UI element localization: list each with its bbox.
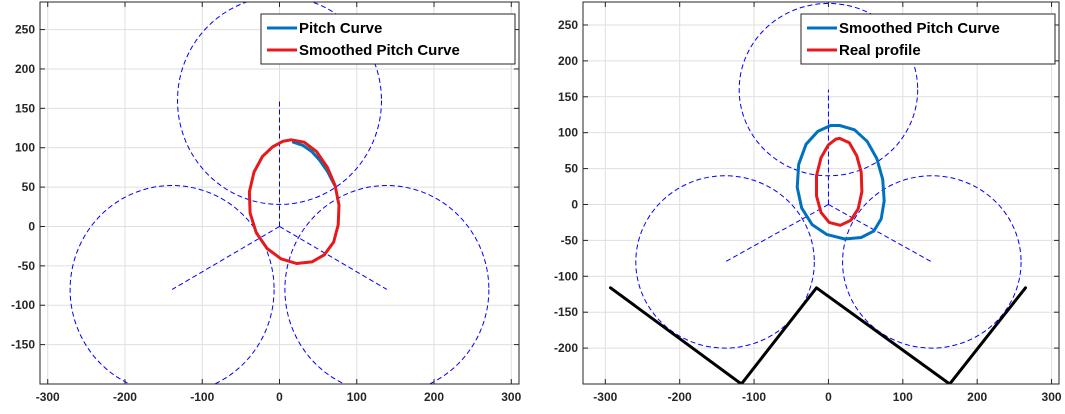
legend-box [800,13,1056,65]
x-tick-label: 0 [276,390,283,404]
dashed-reference-spoke [171,226,280,290]
y-tick-label: 0 [28,219,35,233]
legend: Pitch Curve Smoothed Pitch Curve [260,13,516,65]
axes-box [582,1,1060,385]
y-tick-label: 150 [15,101,35,115]
x-tick-label: 300 [1042,390,1062,404]
dashed-reference-circle [284,185,490,384]
x-tick-label: 100 [347,390,367,404]
y-tick-label: -150 [554,305,578,319]
legend-label-pitch-curve: Pitch Curve [299,20,382,37]
x-tick-label: -200 [113,390,137,404]
y-tick-label: 200 [558,54,578,68]
dashed-reference-spoke [724,204,829,263]
y-tick-label: 0 [571,197,578,211]
y-tick-label: 100 [558,126,578,140]
dashed-reference-circle [635,175,815,349]
x-tick-label: -200 [668,390,692,404]
right-plot-panel: -300 -200 -100 0 100 200 300 -200 -150 -100 -50 0 50… [554,1,1062,404]
x-tick-label: 0 [825,390,832,404]
y-tick-label: -200 [554,341,578,355]
y-tick-label: 250 [15,23,35,37]
dashed-reference-circle [842,175,1022,349]
legend: Smoothed Pitch Curve Real profile [800,13,1056,65]
dashed-reference-circle [177,2,382,205]
y-tick-label: 100 [15,141,35,155]
y-tick-label: 150 [558,90,578,104]
y-tick-label: -50 [561,233,579,247]
y-tick-label: -150 [11,338,35,352]
x-tick-label: 200 [424,390,444,404]
real-profile-line [815,136,864,227]
legend-box [260,13,516,65]
x-tick-label: 300 [501,390,521,404]
left-plot-panel: -300 -200 -100 0 100 200 300 -150 -100 -50 0 50 100 1… [11,1,522,404]
y-tick-label: -50 [18,259,36,273]
y-tick-label: -100 [554,269,578,283]
y-tick-label: 200 [15,62,35,76]
y-tick-label: 50 [22,180,36,194]
plot-area [583,2,1059,384]
smoothed-pitch-curve-line [795,124,886,241]
dashed-reference-circle [69,185,275,384]
black-profile-line [609,286,1027,384]
x-tick-label: -300 [36,390,60,404]
plot-content [69,2,490,384]
y-tick-label: -100 [11,298,35,312]
x-tick-label: 100 [893,390,913,404]
x-tick-label: 200 [967,390,987,404]
legend-label-smoothed-pitch-curve: Smoothed Pitch Curve [299,42,460,59]
x-tick-label: -100 [190,390,214,404]
legend-label-smoothed-pitch-curve: Smoothed Pitch Curve [839,20,1000,37]
legend-label-real-profile: Real profile [839,42,921,59]
y-tick-label: 50 [565,162,579,176]
x-tick-label: -100 [742,390,766,404]
x-tick-label: -300 [593,390,617,404]
dashed-reference-spoke [828,204,933,263]
dashed-reference-spoke [279,226,388,290]
smoothed-pitch-curve-line [247,138,341,265]
plot-content [609,2,1027,384]
y-tick-label: 250 [558,18,578,32]
